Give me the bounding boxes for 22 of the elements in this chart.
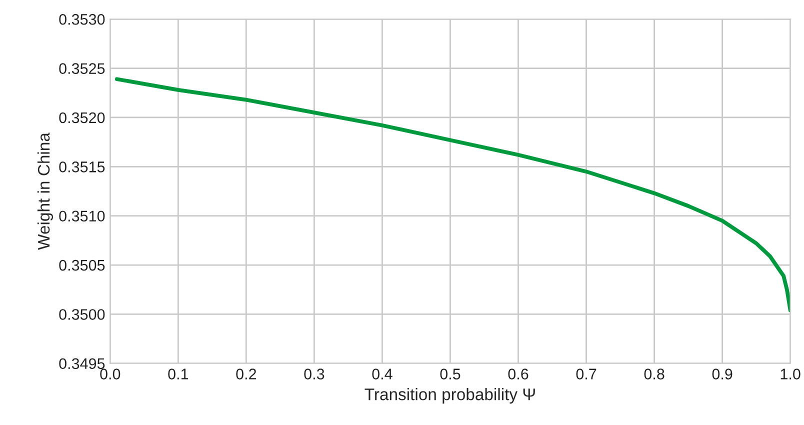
x-tick-label: 0.8 [644, 368, 664, 380]
x-tick-label: 0.6 [508, 368, 528, 380]
x-tick-label: 0.3 [304, 368, 324, 380]
line-series [115, 77, 790, 312]
x-tick-label: 0.5 [440, 368, 460, 380]
y-tick-label: 0.3520 [59, 112, 105, 124]
x-tick-label: 0.2 [236, 368, 256, 380]
y-tick-label: 0.3515 [59, 162, 105, 172]
y-tick-label: 0.3510 [59, 210, 105, 222]
y-tick-label: 0.3495 [59, 358, 105, 370]
x-tick-label: 0.9 [712, 368, 732, 380]
x-tick-label: 0.0 [100, 368, 120, 380]
x-tick-label: 0.4 [372, 368, 392, 380]
x-axis-title: Transition probability Ψ [364, 388, 535, 404]
y-tick-label: 0.3530 [59, 14, 105, 25]
x-tick-label: 0.1 [168, 368, 188, 380]
x-tick-label: 0.7 [576, 368, 596, 380]
y-tick-label: 0.3500 [59, 309, 105, 320]
y-tick-label: 0.3525 [59, 63, 105, 74]
y-axis-title: Weight in China [37, 132, 54, 250]
y-tick-label: 0.3505 [59, 260, 105, 271]
x-tick-label: 1.0 [780, 368, 800, 380]
